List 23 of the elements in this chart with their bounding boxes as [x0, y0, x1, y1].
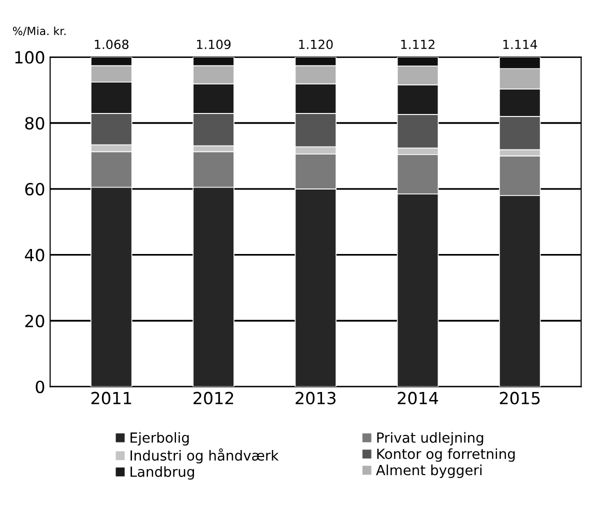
x-tick-label: 2011 — [91, 392, 132, 404]
annotation: 1.112 — [401, 40, 434, 49]
x-tick-label: 2015 — [500, 392, 540, 404]
annotation: 1.114 — [503, 40, 538, 49]
annotation: 1.120 — [299, 40, 333, 50]
legend-label: Ejerbolig — [130, 432, 189, 446]
legend-label: Privat udlejning — [377, 432, 484, 446]
legend-label: Alment byggeri — [376, 464, 482, 478]
y-tick-label: 100 — [15, 51, 44, 64]
y-axis-title: %/Mia. kr. — [12, 26, 66, 36]
legend-label: Industri og håndværk — [130, 448, 279, 464]
legend-label: Kontor og forretning — [377, 448, 515, 462]
x-tick-label: 2014 — [398, 392, 438, 404]
y-tick-label: 60 — [25, 182, 44, 196]
y-tick-label: 20 — [25, 314, 44, 328]
annotation: 1.068 — [94, 40, 128, 50]
x-tick-label: 2012 — [194, 392, 234, 404]
y-tick-label: 40 — [24, 248, 44, 262]
x-tick-label: 2013 — [296, 392, 336, 404]
legend-label: Landbrug — [130, 466, 194, 480]
y-tick-label: 0 — [36, 380, 44, 394]
y-tick-label: 80 — [25, 116, 44, 130]
annotation: 1.109 — [197, 40, 231, 50]
